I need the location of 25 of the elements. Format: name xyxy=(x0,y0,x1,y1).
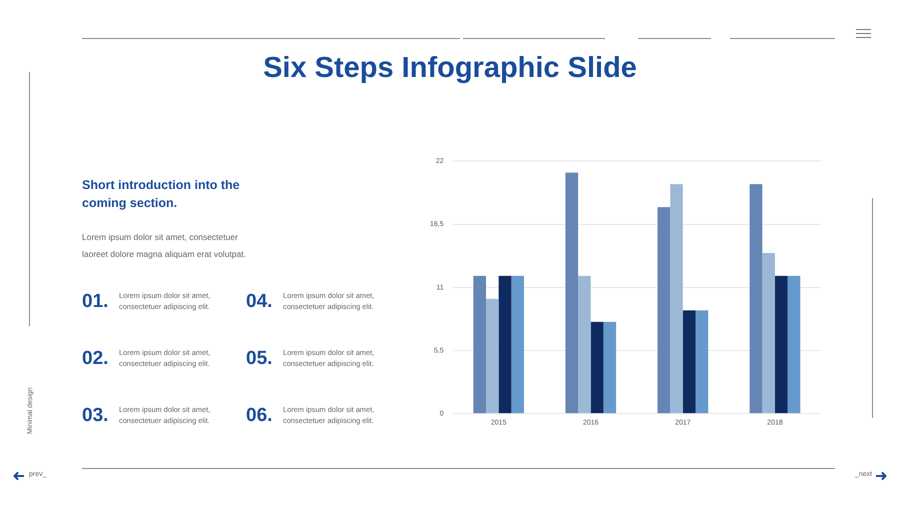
text: 01. xyxy=(82,291,108,313)
text: 06. xyxy=(246,405,272,427)
bar xyxy=(658,207,670,414)
text: 02. xyxy=(82,348,108,370)
bar xyxy=(498,276,512,414)
bar xyxy=(682,310,696,414)
bar xyxy=(762,252,775,414)
bar xyxy=(774,276,788,414)
bar xyxy=(788,276,800,414)
bar xyxy=(590,322,604,414)
bar xyxy=(670,184,683,414)
text: 04. xyxy=(246,291,272,313)
bar xyxy=(603,322,616,414)
text: Lorem ipsum dolor sit amet, consectetuer laoreet dolore magna aliquam erat volutpat. xyxy=(82,231,247,261)
text: Short introduction into the coming section. xyxy=(82,177,241,212)
text: 05. xyxy=(246,348,272,370)
bar xyxy=(750,184,762,414)
bar xyxy=(473,276,486,414)
bar xyxy=(486,298,499,414)
bar xyxy=(578,276,591,414)
bar xyxy=(696,310,708,414)
bar xyxy=(511,276,524,414)
text: 03. xyxy=(82,405,108,427)
bar xyxy=(565,172,578,414)
chart-title: Six Steps Infographic Slide xyxy=(262,51,638,86)
